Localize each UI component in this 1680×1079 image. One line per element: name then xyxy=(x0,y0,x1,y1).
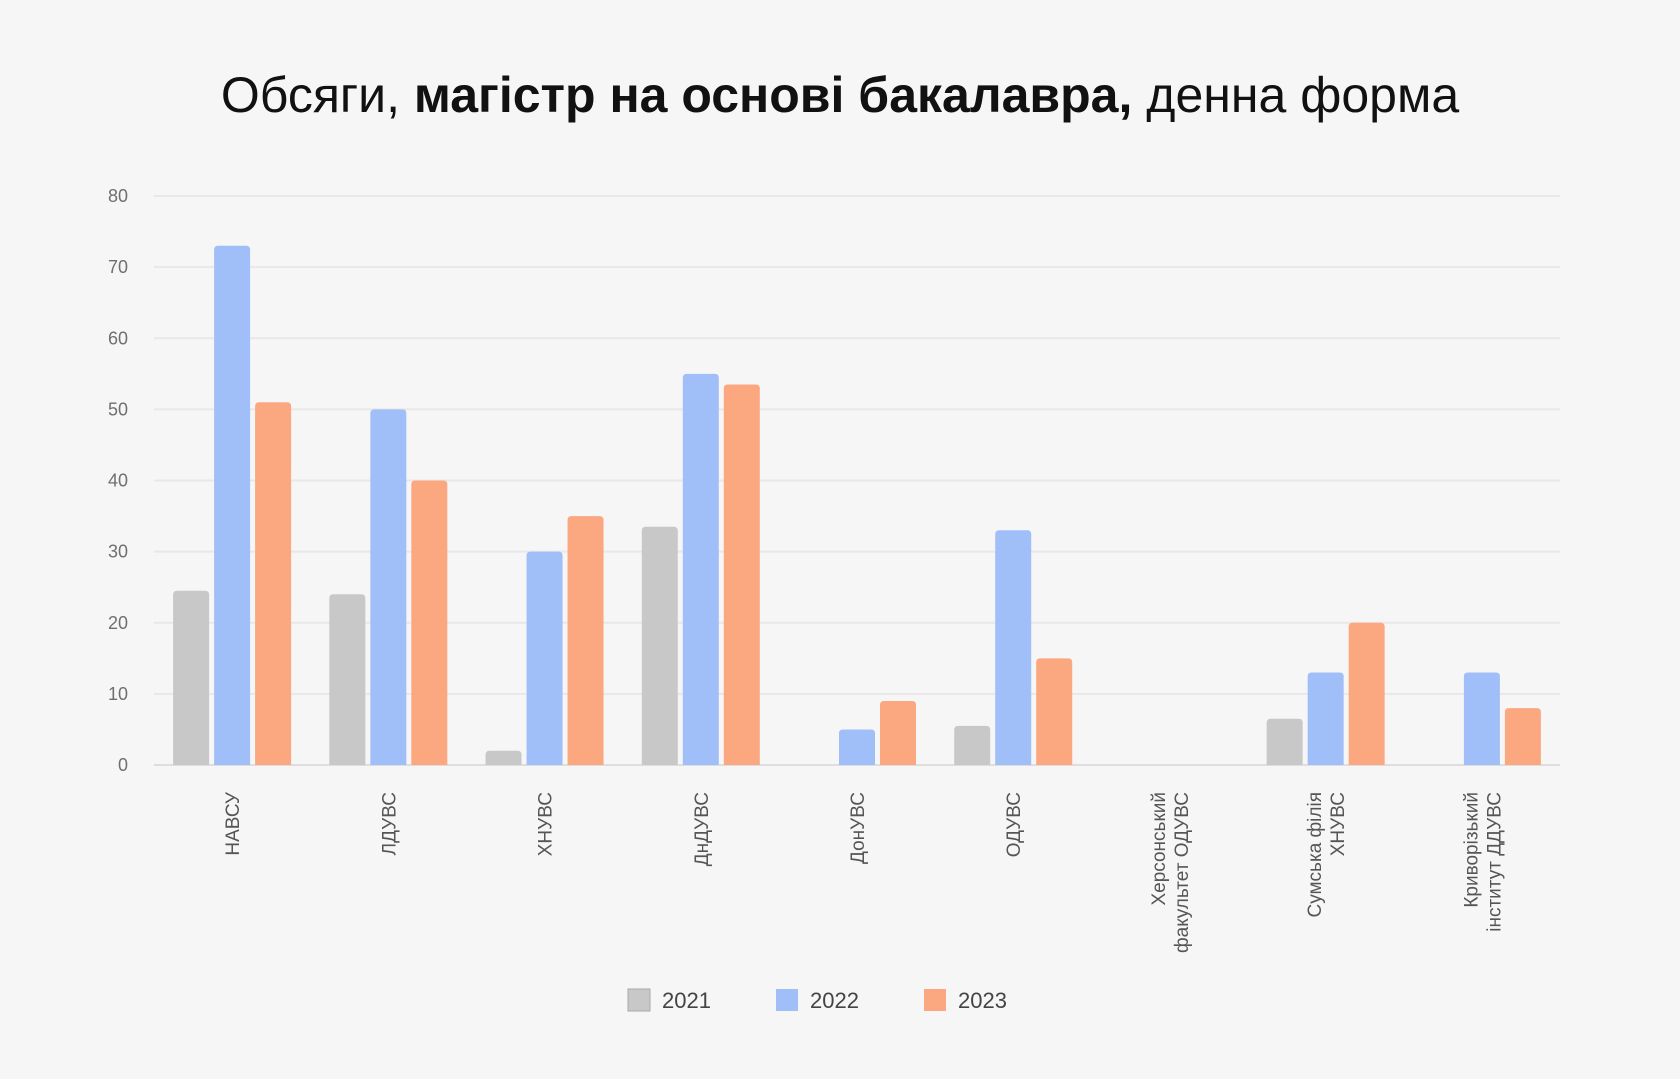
y-tick-label-70: 70 xyxy=(108,257,128,277)
bar-2021-5 xyxy=(954,725,991,765)
legend-swatch-2022 xyxy=(776,989,798,1011)
bar-2021-7 xyxy=(1266,718,1303,765)
bar-2022-8 xyxy=(1463,672,1500,765)
y-tick-label-60: 60 xyxy=(108,328,128,348)
y-tick-label-30: 30 xyxy=(108,542,128,562)
x-tick-label-6-1: факультет ОДУВС xyxy=(1172,792,1193,953)
legend: 2021 2022 2023 xyxy=(627,988,1007,1013)
legend-label-2021: 2021 xyxy=(662,988,711,1013)
bar-2023-4 xyxy=(880,700,916,765)
legend-swatch-2023 xyxy=(924,989,946,1011)
bar-2021-0 xyxy=(173,590,210,765)
bar-2023-0 xyxy=(255,402,292,765)
y-axis-ticks: 0 10 20 30 40 50 60 70 80 xyxy=(108,186,128,775)
x-tick-label-5-0: ОДУВС xyxy=(1004,792,1025,857)
x-tick-label-8-1: інститут ДДУВС xyxy=(1484,792,1505,932)
y-tick-label-0: 0 xyxy=(118,755,128,775)
bar-2022-0 xyxy=(214,245,251,766)
bar-2023-8 xyxy=(1504,708,1541,765)
bar-2022-5 xyxy=(995,530,1032,765)
x-tick-label-1-0: ЛДУВС xyxy=(379,792,400,855)
x-tick-label-0-0: НАВСУ xyxy=(223,791,244,856)
chart-title-part-3: денна форма xyxy=(1132,67,1460,123)
y-tick-label-80: 80 xyxy=(108,186,128,206)
x-tick-label-7-0: Сумська філія xyxy=(1305,792,1326,918)
chart-title-part-1: Обсяги, xyxy=(220,67,414,123)
legend-label-2023: 2023 xyxy=(958,988,1007,1013)
bar-2023-1 xyxy=(411,480,448,765)
x-tick-label-2-0: ХНУВС xyxy=(536,792,557,856)
bar-2022-7 xyxy=(1307,672,1344,765)
bar-2022-1 xyxy=(370,409,407,765)
chart-title-part-2: магістр на основі бакалавра, xyxy=(413,67,1133,123)
x-axis-labels: НАВСУ ЛДУВС ХНУВС ДнДУВС ДонУВС ОДУВС Херсонсь… xyxy=(223,791,1505,953)
bar-2021-2 xyxy=(485,750,522,765)
x-tick-label-7-1: ХНУВС xyxy=(1328,792,1349,856)
bar-2022-4 xyxy=(839,729,875,765)
bars xyxy=(173,245,1541,766)
y-tick-label-20: 20 xyxy=(108,613,128,633)
bar-2022-3 xyxy=(682,373,719,765)
legend-label-2022: 2022 xyxy=(810,988,859,1013)
bar-2021-1 xyxy=(329,594,366,765)
bar-2023-5 xyxy=(1036,658,1073,765)
bar-2021-3 xyxy=(641,526,678,765)
bar-2023-2 xyxy=(567,516,604,765)
bar-2023-3 xyxy=(723,384,760,765)
y-tick-label-50: 50 xyxy=(108,399,128,419)
bar-2023-7 xyxy=(1348,622,1385,765)
x-tick-label-4-0: ДонУВС xyxy=(848,792,869,864)
y-tick-label-10: 10 xyxy=(108,684,128,704)
x-tick-label-8-0: Криворізький xyxy=(1461,792,1482,908)
legend-swatch-2021 xyxy=(627,988,651,1012)
x-tick-label-6-0: Херсонський xyxy=(1149,792,1170,906)
bar-2022-2 xyxy=(526,551,563,765)
y-tick-label-40: 40 xyxy=(108,471,128,491)
chart-title: Обсяги, магістр на основі бакалавра, ден… xyxy=(0,66,1680,124)
x-tick-label-3-0: ДнДУВС xyxy=(692,792,713,866)
